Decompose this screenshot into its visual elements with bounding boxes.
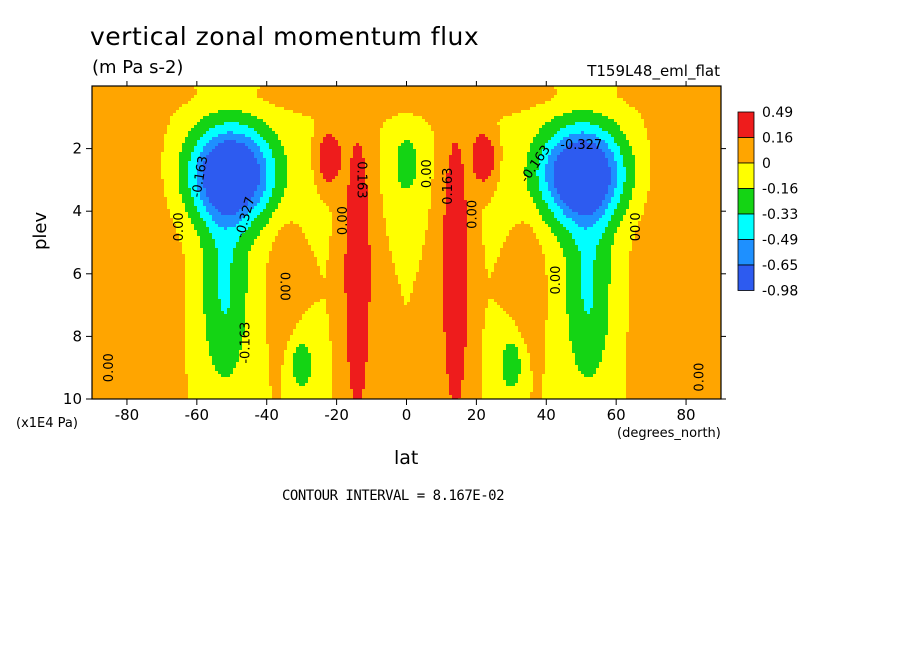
y-axis-ticks: 2 4 6 8 10 [63,140,726,408]
legend-swatch-1 [737,137,755,164]
legend-swatch-6 [737,264,755,291]
contour-label-6: 0.163 [354,161,369,198]
x-tick-label--40: -40 [254,406,279,424]
y-axis-label: plev [30,212,51,250]
contour-label-11: -0.327 [560,138,602,153]
x-axis-ticks: -80 -60 -40 -20 0 20 40 60 80 [115,81,696,424]
x-axis-label: lat [394,447,418,469]
legend-label-2: 0 [762,156,771,172]
x-tick-label--20: -20 [324,406,349,424]
y-tick-label-10: 10 [63,390,82,408]
legend-label-6: -0.65 [762,258,798,274]
contour-label-8: 0.163 [441,168,456,205]
x-tick-label-60: 60 [607,406,626,424]
x-tick-label-80: 80 [677,406,696,424]
chart-units: (m Pa s-2) [92,57,183,78]
legend-swatch-3 [737,188,755,215]
x-tick-label-0: 0 [402,406,412,424]
legend-swatch-4 [737,213,755,240]
y-tick-label-4: 4 [72,202,82,220]
contour-label-12: 0.00 [549,266,564,295]
legend-label-3: -0.16 [762,182,798,198]
contour-label-1: 0.00 [172,212,187,241]
contour-label-3: -0.163 [238,322,253,364]
legend-label-0: 0.49 [762,105,793,121]
x-tick-label-20: 20 [467,406,486,424]
contour-label-13: 0.00 [626,212,641,241]
contour-label-7: 0.00 [420,159,435,188]
contour-label-0: -0.163 [189,155,211,199]
x-tick-label--60: -60 [185,406,210,424]
contour-label-4: 0.00 [277,272,292,301]
contour-label-15: 0.00 [693,363,708,392]
chart-title: vertical zonal momentum flux [90,22,479,51]
legend-swatch-5 [737,239,755,266]
y-tick-label-6: 6 [72,265,82,283]
y-tick-label-2: 2 [72,140,82,158]
legend-label-7: -0.98 [762,284,798,300]
contour-label-5: 0.00 [336,206,351,235]
y-axis-unit: (x1E4 Pa) [16,416,78,431]
x-tick-label-40: 40 [537,406,556,424]
x-tick-label--80: -80 [115,406,140,424]
contour-label-9: 0.00 [465,200,480,229]
color-legend: 0.49 0.16 0 -0.16 -0.33 -0.49 -0.65 -0.98 [737,105,798,300]
dataset-label: T159L48_eml_flat [587,62,720,80]
x-axis-unit: (degrees_north) [617,426,721,441]
legend-swatch-0 [737,111,755,138]
y-tick-label-8: 8 [72,327,82,345]
contour-interval: CONTOUR INTERVAL = 8.167E-02 [282,488,505,504]
legend-swatch-2 [737,162,755,189]
legend-label-1: 0.16 [762,131,793,147]
contour-field [92,86,721,399]
legend-label-4: -0.33 [762,207,798,223]
legend-label-5: -0.49 [762,233,798,249]
contour-label-14: 0.00 [102,353,117,382]
